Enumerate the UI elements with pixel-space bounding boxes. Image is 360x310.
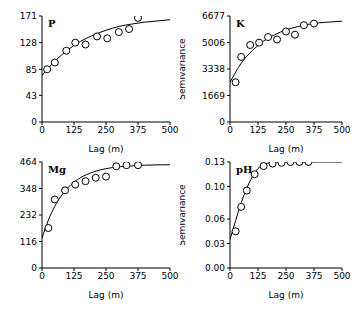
svg-text:0.10: 0.10: [205, 182, 225, 192]
svg-text:375: 375: [129, 125, 146, 135]
svg-text:Lag (m): Lag (m): [89, 290, 124, 300]
html-text:Mg: Mg: [48, 164, 67, 175]
svg-text:128: 128: [20, 38, 37, 48]
svg-text:464: 464: [20, 157, 37, 167]
svg-text:0: 0: [31, 263, 37, 273]
svg-text:Semivariance: Semivariance: [180, 184, 187, 246]
html-text:P: P: [48, 18, 56, 29]
html-text:pH: pH: [236, 164, 253, 175]
svg-text:348: 348: [20, 184, 37, 194]
svg-text:125: 125: [249, 125, 266, 135]
svg-text:0.06: 0.06: [205, 214, 225, 224]
svg-text:125: 125: [65, 125, 82, 135]
svg-text:500: 500: [161, 271, 178, 281]
svg-text:375: 375: [129, 271, 146, 281]
svg-text:171: 171: [20, 11, 37, 21]
svg-text:3338: 3338: [202, 64, 225, 74]
svg-text:0.13: 0.13: [205, 157, 225, 167]
svg-text:6677: 6677: [202, 11, 225, 21]
svg-text:0: 0: [227, 125, 233, 135]
svg-text:125: 125: [65, 271, 82, 281]
svg-text:Lag (m): Lag (m): [89, 144, 124, 154]
svg-text:500: 500: [333, 271, 350, 281]
svg-text:85: 85: [26, 65, 37, 75]
svg-text:125: 125: [249, 271, 266, 281]
svg-text:0.00: 0.00: [205, 263, 225, 273]
html-text:K: K: [236, 18, 245, 29]
svg-text:Lag (m): Lag (m): [269, 290, 304, 300]
svg-text:0: 0: [39, 125, 45, 135]
svg-text:375: 375: [305, 271, 322, 281]
svg-text:0: 0: [39, 271, 45, 281]
svg-text:250: 250: [97, 271, 114, 281]
svg-text:116: 116: [20, 237, 37, 247]
svg-text:250: 250: [277, 125, 294, 135]
svg-text:0: 0: [227, 271, 233, 281]
svg-text:500: 500: [161, 125, 178, 135]
svg-text:0.03: 0.03: [205, 239, 225, 249]
svg-text:250: 250: [97, 125, 114, 135]
svg-text:1669: 1669: [202, 91, 225, 101]
svg-text:0: 0: [31, 117, 37, 127]
svg-text:Lag (m): Lag (m): [269, 144, 304, 154]
svg-text:500: 500: [333, 125, 350, 135]
svg-text:0: 0: [219, 117, 225, 127]
svg-text:232: 232: [20, 210, 37, 220]
svg-text:375: 375: [305, 125, 322, 135]
svg-text:5006: 5006: [202, 38, 225, 48]
svg-text:Semivariance: Semivariance: [180, 38, 187, 100]
svg-text:250: 250: [277, 271, 294, 281]
svg-text:43: 43: [26, 91, 37, 101]
